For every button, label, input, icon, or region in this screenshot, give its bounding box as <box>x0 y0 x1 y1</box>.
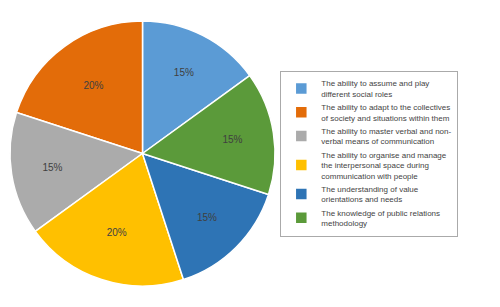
svg-text:The understanding of valueorie: The understanding of valueorientations a… <box>321 185 419 204</box>
svg-text:The knowledge of public relati: The knowledge of public relationsmethodo… <box>321 209 440 228</box>
svg-text:15%: 15% <box>174 67 194 78</box>
svg-text:The ability to assume and play: The ability to assume and playdifferent … <box>321 79 429 98</box>
svg-text:The ability to organise and ma: The ability to organise and managethe in… <box>321 151 447 181</box>
svg-text:20%: 20% <box>83 80 103 91</box>
svg-text:The ability to master verbal a: The ability to master verbal and non-ver… <box>321 127 451 146</box>
svg-text:20%: 20% <box>107 227 127 238</box>
svg-text:15%: 15% <box>42 162 62 173</box>
svg-text:15%: 15% <box>197 212 217 223</box>
svg-text:15%: 15% <box>222 134 242 145</box>
svg-text:The ability to adapt to the co: The ability to adapt to the collectiveso… <box>321 103 450 122</box>
